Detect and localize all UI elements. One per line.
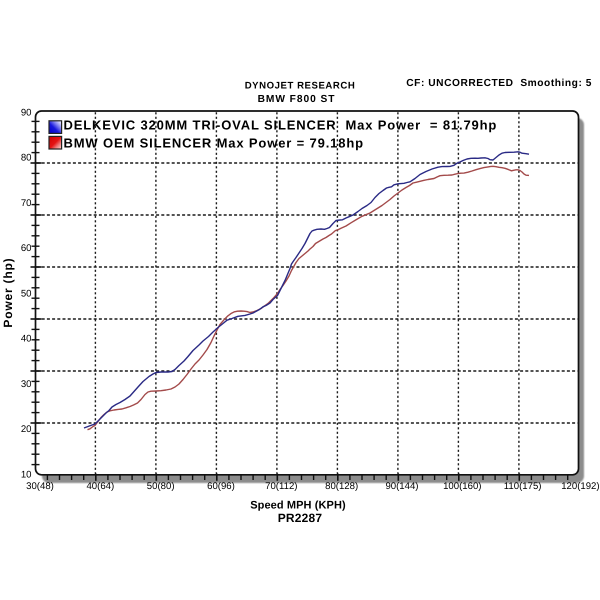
svg-text:90: 90: [21, 107, 32, 118]
svg-text:30(48): 30(48): [26, 481, 54, 492]
svg-text:120(192): 120(192): [561, 481, 599, 492]
svg-text:Speed MPH (KPH): Speed MPH (KPH): [250, 500, 346, 512]
svg-text:BMW OEM SILENCER Max Power = 7: BMW OEM SILENCER Max Power = 79.18hp: [64, 135, 364, 150]
svg-text:PR2287: PR2287: [278, 511, 323, 525]
svg-text:20: 20: [21, 424, 32, 435]
svg-text:70: 70: [21, 198, 32, 209]
svg-text:Power (hp): Power (hp): [1, 258, 15, 328]
svg-text:80: 80: [21, 153, 32, 164]
svg-text:70(112): 70(112): [265, 481, 297, 492]
svg-text:BMW F800 ST: BMW F800 ST: [258, 94, 336, 105]
svg-text:100(160): 100(160): [443, 481, 481, 492]
svg-text:90(144): 90(144): [385, 481, 418, 492]
svg-text:10: 10: [21, 469, 32, 480]
svg-text:DELKEVIC 320MM TRI-OVAL SILENC: DELKEVIC 320MM TRI-OVAL SILENCER Max Pow…: [64, 118, 498, 133]
svg-text:50(80): 50(80): [147, 481, 175, 492]
svg-text:50: 50: [21, 288, 32, 299]
svg-text:40: 40: [21, 334, 32, 345]
svg-text:DYNOJET RESEARCH: DYNOJET RESEARCH: [245, 81, 356, 92]
svg-text:80(128): 80(128): [325, 481, 358, 492]
svg-text:CF: UNCORRECTED Smoothing: 5: CF: UNCORRECTED Smoothing: 5: [406, 78, 592, 89]
svg-text:30: 30: [21, 379, 32, 390]
svg-text:110(175): 110(175): [504, 481, 542, 492]
svg-text:40(64): 40(64): [86, 481, 114, 492]
svg-text:60: 60: [21, 243, 32, 254]
svg-text:60(96): 60(96): [207, 481, 235, 492]
